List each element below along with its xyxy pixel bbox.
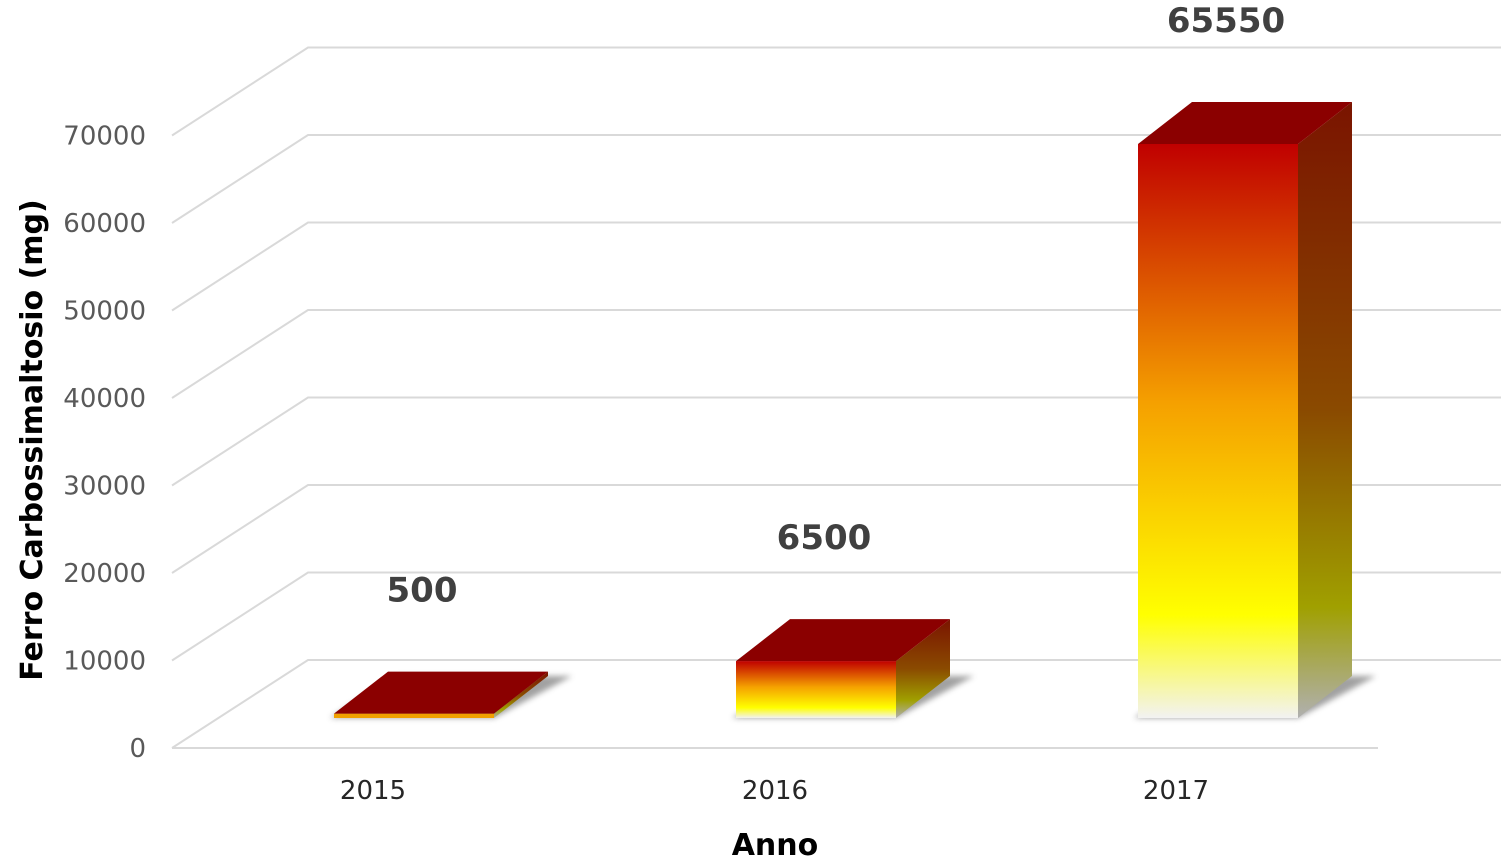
x-tick-label: 2016 bbox=[742, 776, 808, 806]
y-tick-label: 10000 bbox=[63, 647, 146, 677]
gridline bbox=[171, 221, 1501, 312]
gridline bbox=[171, 396, 1501, 487]
bar-top bbox=[736, 619, 950, 662]
x-tick-label: 2017 bbox=[1143, 776, 1209, 806]
x-tick-label: 2015 bbox=[340, 776, 406, 806]
data-label: 500 bbox=[387, 571, 458, 611]
bars bbox=[330, 102, 1376, 718]
y-tick-label: 60000 bbox=[63, 209, 146, 239]
gridline bbox=[171, 309, 1501, 399]
gridline bbox=[171, 46, 1501, 137]
data-label: 65550 bbox=[1167, 1, 1285, 41]
gridlines: 0 10000 20000 30000 40000 50000 60000 70000 bbox=[63, 46, 1501, 764]
bar-side bbox=[494, 671, 548, 718]
gridline bbox=[171, 484, 1501, 574]
y-tick-label: 40000 bbox=[63, 384, 146, 414]
labels: 500 2015 6500 2016 65550 2017 bbox=[340, 1, 1285, 806]
bar bbox=[1138, 144, 1298, 718]
y-tick-label: 30000 bbox=[63, 472, 146, 502]
gridline bbox=[171, 134, 1501, 224]
bar-top bbox=[334, 671, 548, 714]
bar-side bbox=[896, 619, 950, 718]
y-axis-title: Ferro Carbossimaltosio (mg) bbox=[15, 199, 50, 681]
y-tick-label: 70000 bbox=[63, 122, 146, 152]
gridline bbox=[171, 571, 1501, 662]
x-axis-title: Anno bbox=[732, 828, 819, 862]
y-tick-label: 0 bbox=[129, 734, 146, 764]
bar bbox=[334, 713, 494, 718]
bar-side bbox=[1298, 102, 1352, 718]
y-tick-label: 50000 bbox=[63, 297, 146, 327]
y-tick-label: 20000 bbox=[63, 559, 146, 589]
bar-top bbox=[1138, 102, 1352, 144]
data-label: 6500 bbox=[777, 518, 872, 558]
bar bbox=[736, 661, 896, 718]
gridline bbox=[171, 659, 1501, 749]
